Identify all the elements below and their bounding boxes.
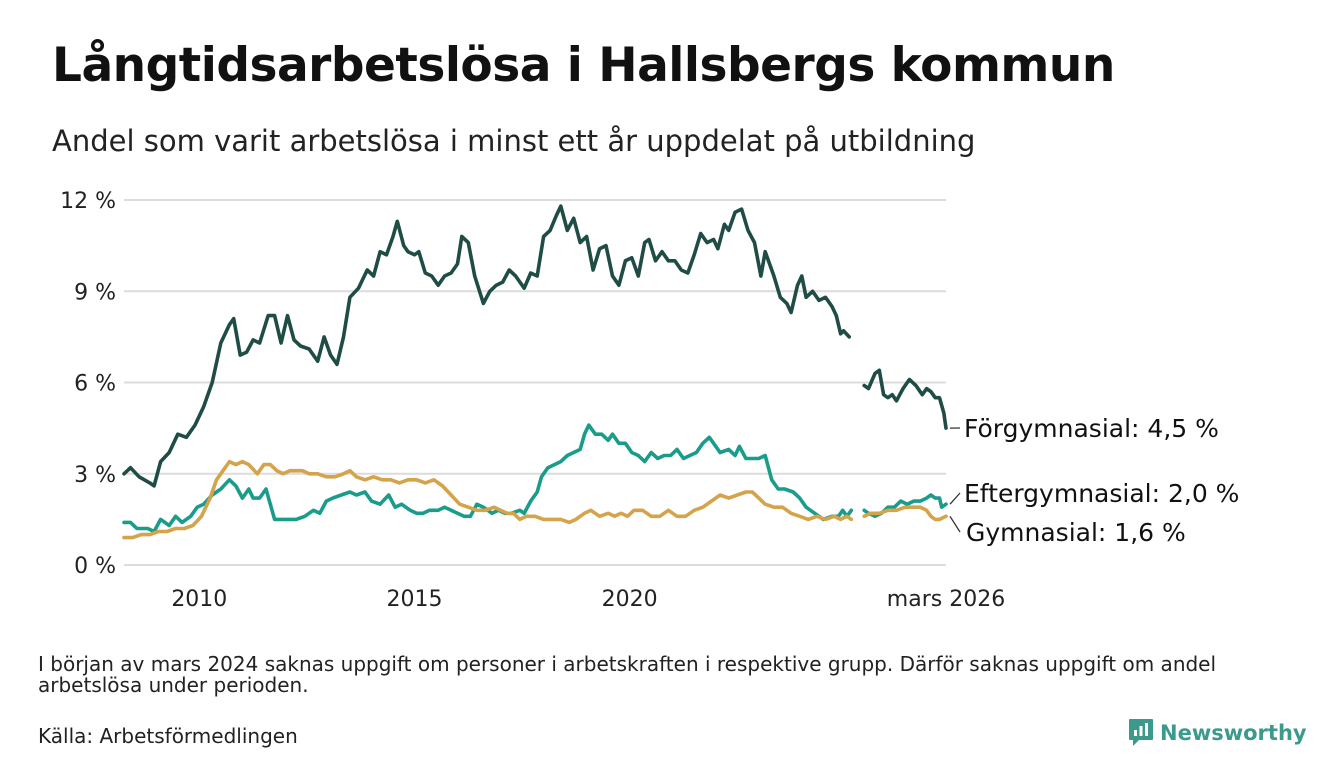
label-connector: [949, 515, 961, 533]
line-chart: 0 % 3 % 6 % 9 % 12 % 2010 2015 2020 mars 2026 Fö…: [60, 189, 1239, 612]
series-line-gymnasial: [122, 459, 948, 540]
x-tick-label: 2015: [386, 587, 442, 612]
y-tick-label: 3 %: [74, 463, 116, 488]
series-end-labels: Förgymnasial: 4,5 % Eftergymnasial: 2,0 %…: [949, 414, 1239, 547]
y-tick-label: 6 %: [74, 372, 116, 397]
source-note: Källa: Arbetsförmedlingen: [38, 724, 298, 748]
x-tick-label: 2010: [171, 587, 227, 612]
axis-labels: 0 % 3 % 6 % 9 % 12 % 2010 2015 2020 mars 2026: [60, 189, 1005, 612]
y-tick-label: 0 %: [74, 554, 116, 579]
newsworthy-logo: Newsworthy: [1128, 716, 1307, 750]
series-end-label: Gymnasial: 1,6 %: [966, 518, 1186, 547]
x-tick-label: mars 2026: [887, 587, 1005, 612]
chart-subtitle: Andel som varit arbetslösa i minst ett å…: [52, 124, 976, 158]
x-tick-label: 2020: [602, 587, 658, 612]
series-end-label: Eftergymnasial: 2,0 %: [964, 479, 1239, 508]
series-line-förgymnasial: [122, 204, 948, 488]
label-connector: [949, 492, 961, 505]
brand-name: Newsworthy: [1160, 721, 1307, 745]
chart-bubble-icon: [1129, 719, 1153, 746]
footnote: I början av mars 2024 saknas uppgift om …: [38, 652, 1217, 697]
chart-title: Långtidsarbetslösa i Hallsbergs kommun: [52, 38, 1115, 93]
series-end-label: Förgymnasial: 4,5 %: [964, 414, 1219, 443]
y-tick-label: 9 %: [74, 280, 116, 305]
y-tick-label: 12 %: [60, 189, 116, 214]
gridlines: [124, 199, 946, 566]
series-lines: [122, 204, 948, 540]
